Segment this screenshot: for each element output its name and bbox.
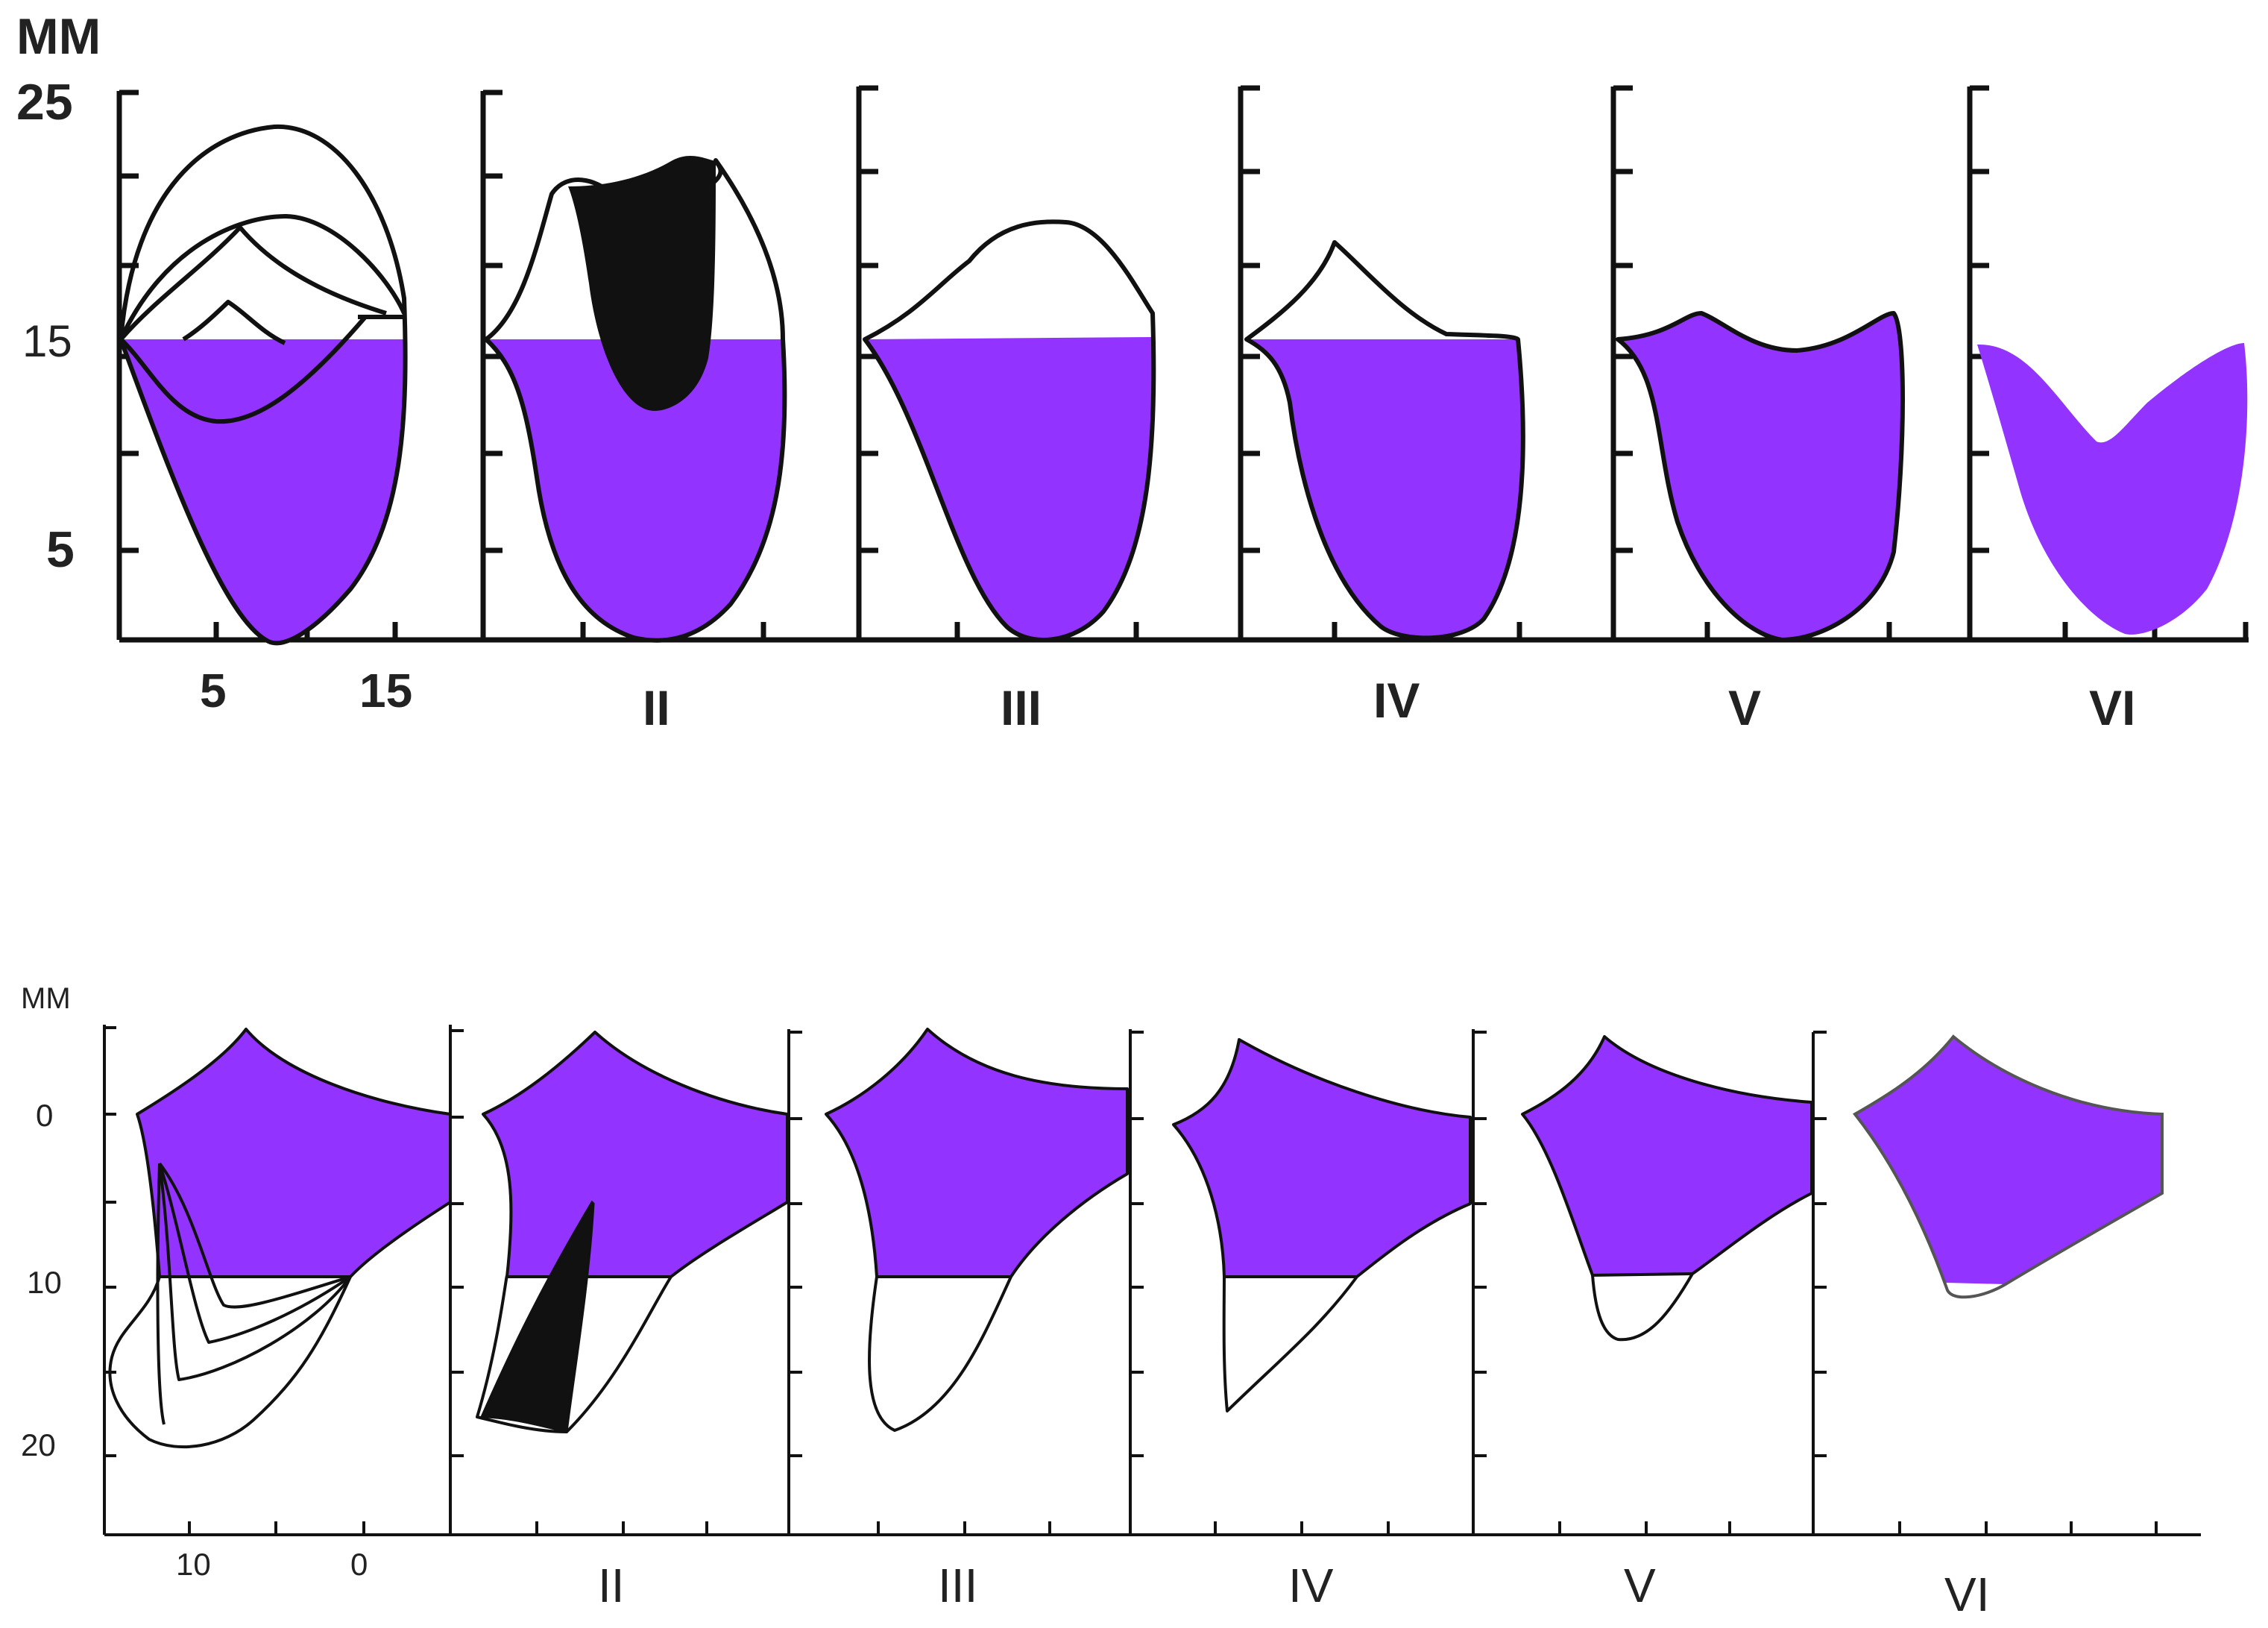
top-stage-3-shape [863, 219, 1156, 642]
top-axes [116, 85, 2249, 643]
top-stage-label-vi: VI [2089, 680, 2135, 735]
top-y-tick-15: 15 [22, 316, 72, 366]
top-stage-label-iii: III [1001, 680, 1042, 735]
bottom-y-tick-10: 10 [27, 1265, 62, 1300]
top-x-tick-15: 15 [359, 664, 412, 717]
top-stage-1-shape [119, 124, 408, 646]
bottom-stage-5-fill [1522, 1037, 1812, 1275]
bottom-x-tick-10: 10 [176, 1547, 211, 1582]
bottom-stage-label-iv: IV [1288, 1559, 1334, 1612]
top-stage-2-shape [484, 155, 787, 643]
bottom-stage-label-vi: VI [1944, 1568, 1989, 1621]
top-stage-1-fill [121, 339, 406, 644]
top-stage-4-shape [1244, 240, 1525, 641]
top-stage-label-v: V [1728, 680, 1761, 735]
bottom-stage-5-shape [1521, 1035, 1813, 1342]
top-y-tick-5: 5 [46, 521, 75, 578]
bottom-x-tick-0: 0 [350, 1547, 368, 1582]
bottom-stage-3-shape [825, 1028, 1129, 1432]
top-x-tick-5: 5 [200, 664, 227, 717]
bottom-stage-1-shape [108, 1028, 452, 1449]
bottom-unit-label: MM [21, 982, 71, 1015]
bottom-stage-6-fill [1855, 1037, 2162, 1284]
top-stage-4-fill [1247, 339, 1523, 638]
bottom-stage-1-fill [137, 1029, 450, 1277]
bottom-stage-2-dark-region [479, 1200, 595, 1433]
top-unit-label: MM [16, 8, 101, 65]
bottom-y-tick-0: 0 [36, 1098, 53, 1133]
top-stage-2-dark-region [568, 155, 716, 411]
bottom-stage-label-iii: III [938, 1559, 977, 1612]
top-stage-label-iv: IV [1373, 673, 1420, 728]
top-stage-6-fill [1977, 343, 2248, 635]
bottom-stage-4-shape [1172, 1038, 1472, 1412]
top-stage-5-shape [1616, 311, 1905, 642]
bottom-stage-4-fill [1174, 1040, 1470, 1277]
bottom-stage-2-shape [476, 1031, 789, 1433]
bottom-panel: MM 0 10 20 10 0 II III IV V VI [21, 982, 2201, 1621]
bottom-stage-2-fill [483, 1032, 787, 1277]
top-stage-5-fill [1618, 313, 1903, 640]
top-stage-6-shape [1977, 343, 2248, 635]
bottom-stage-label-v: V [1624, 1559, 1656, 1612]
bottom-y-tick-20: 20 [21, 1427, 56, 1462]
top-stage-label-ii: II [643, 680, 670, 735]
bottom-stage-label-ii: II [598, 1559, 625, 1612]
top-y-tick-25: 25 [16, 74, 73, 131]
top-panel: MM 25 15 5 5 15 II III IV V VI [16, 8, 2249, 735]
bottom-stage-6-shape [1852, 1034, 2164, 1299]
bottom-stage-3-fill [826, 1029, 1127, 1277]
top-stage-3-fill [865, 337, 1154, 641]
